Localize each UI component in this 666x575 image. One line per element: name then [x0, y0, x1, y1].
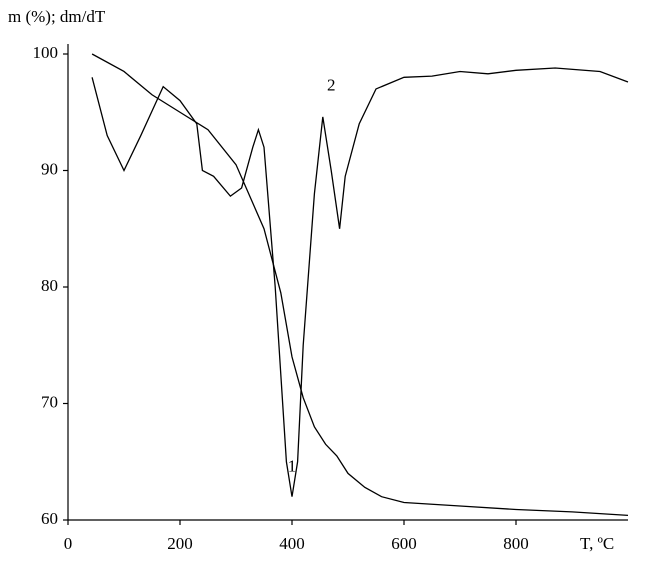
y-tick-label: 70 [41, 392, 58, 411]
x-tick-label: 0 [64, 534, 73, 553]
x-tick-label: 400 [279, 534, 305, 553]
x-tick-label: 800 [503, 534, 529, 553]
x-tick-label: 200 [167, 534, 193, 553]
data-line [91, 53, 629, 516]
x-axis-label: T, ºC [580, 534, 614, 553]
x-tick-label: 600 [391, 534, 417, 553]
y-tick-label: 100 [33, 43, 59, 62]
series-label: 2 [327, 76, 336, 95]
y-axis-label: m (%); dm/dT [8, 7, 106, 26]
data-line [91, 67, 629, 497]
y-tick-label: 60 [41, 509, 58, 528]
y-tick-label: 80 [41, 276, 58, 295]
series-label: 1 [288, 456, 297, 475]
y-tick-label: 90 [41, 159, 58, 178]
